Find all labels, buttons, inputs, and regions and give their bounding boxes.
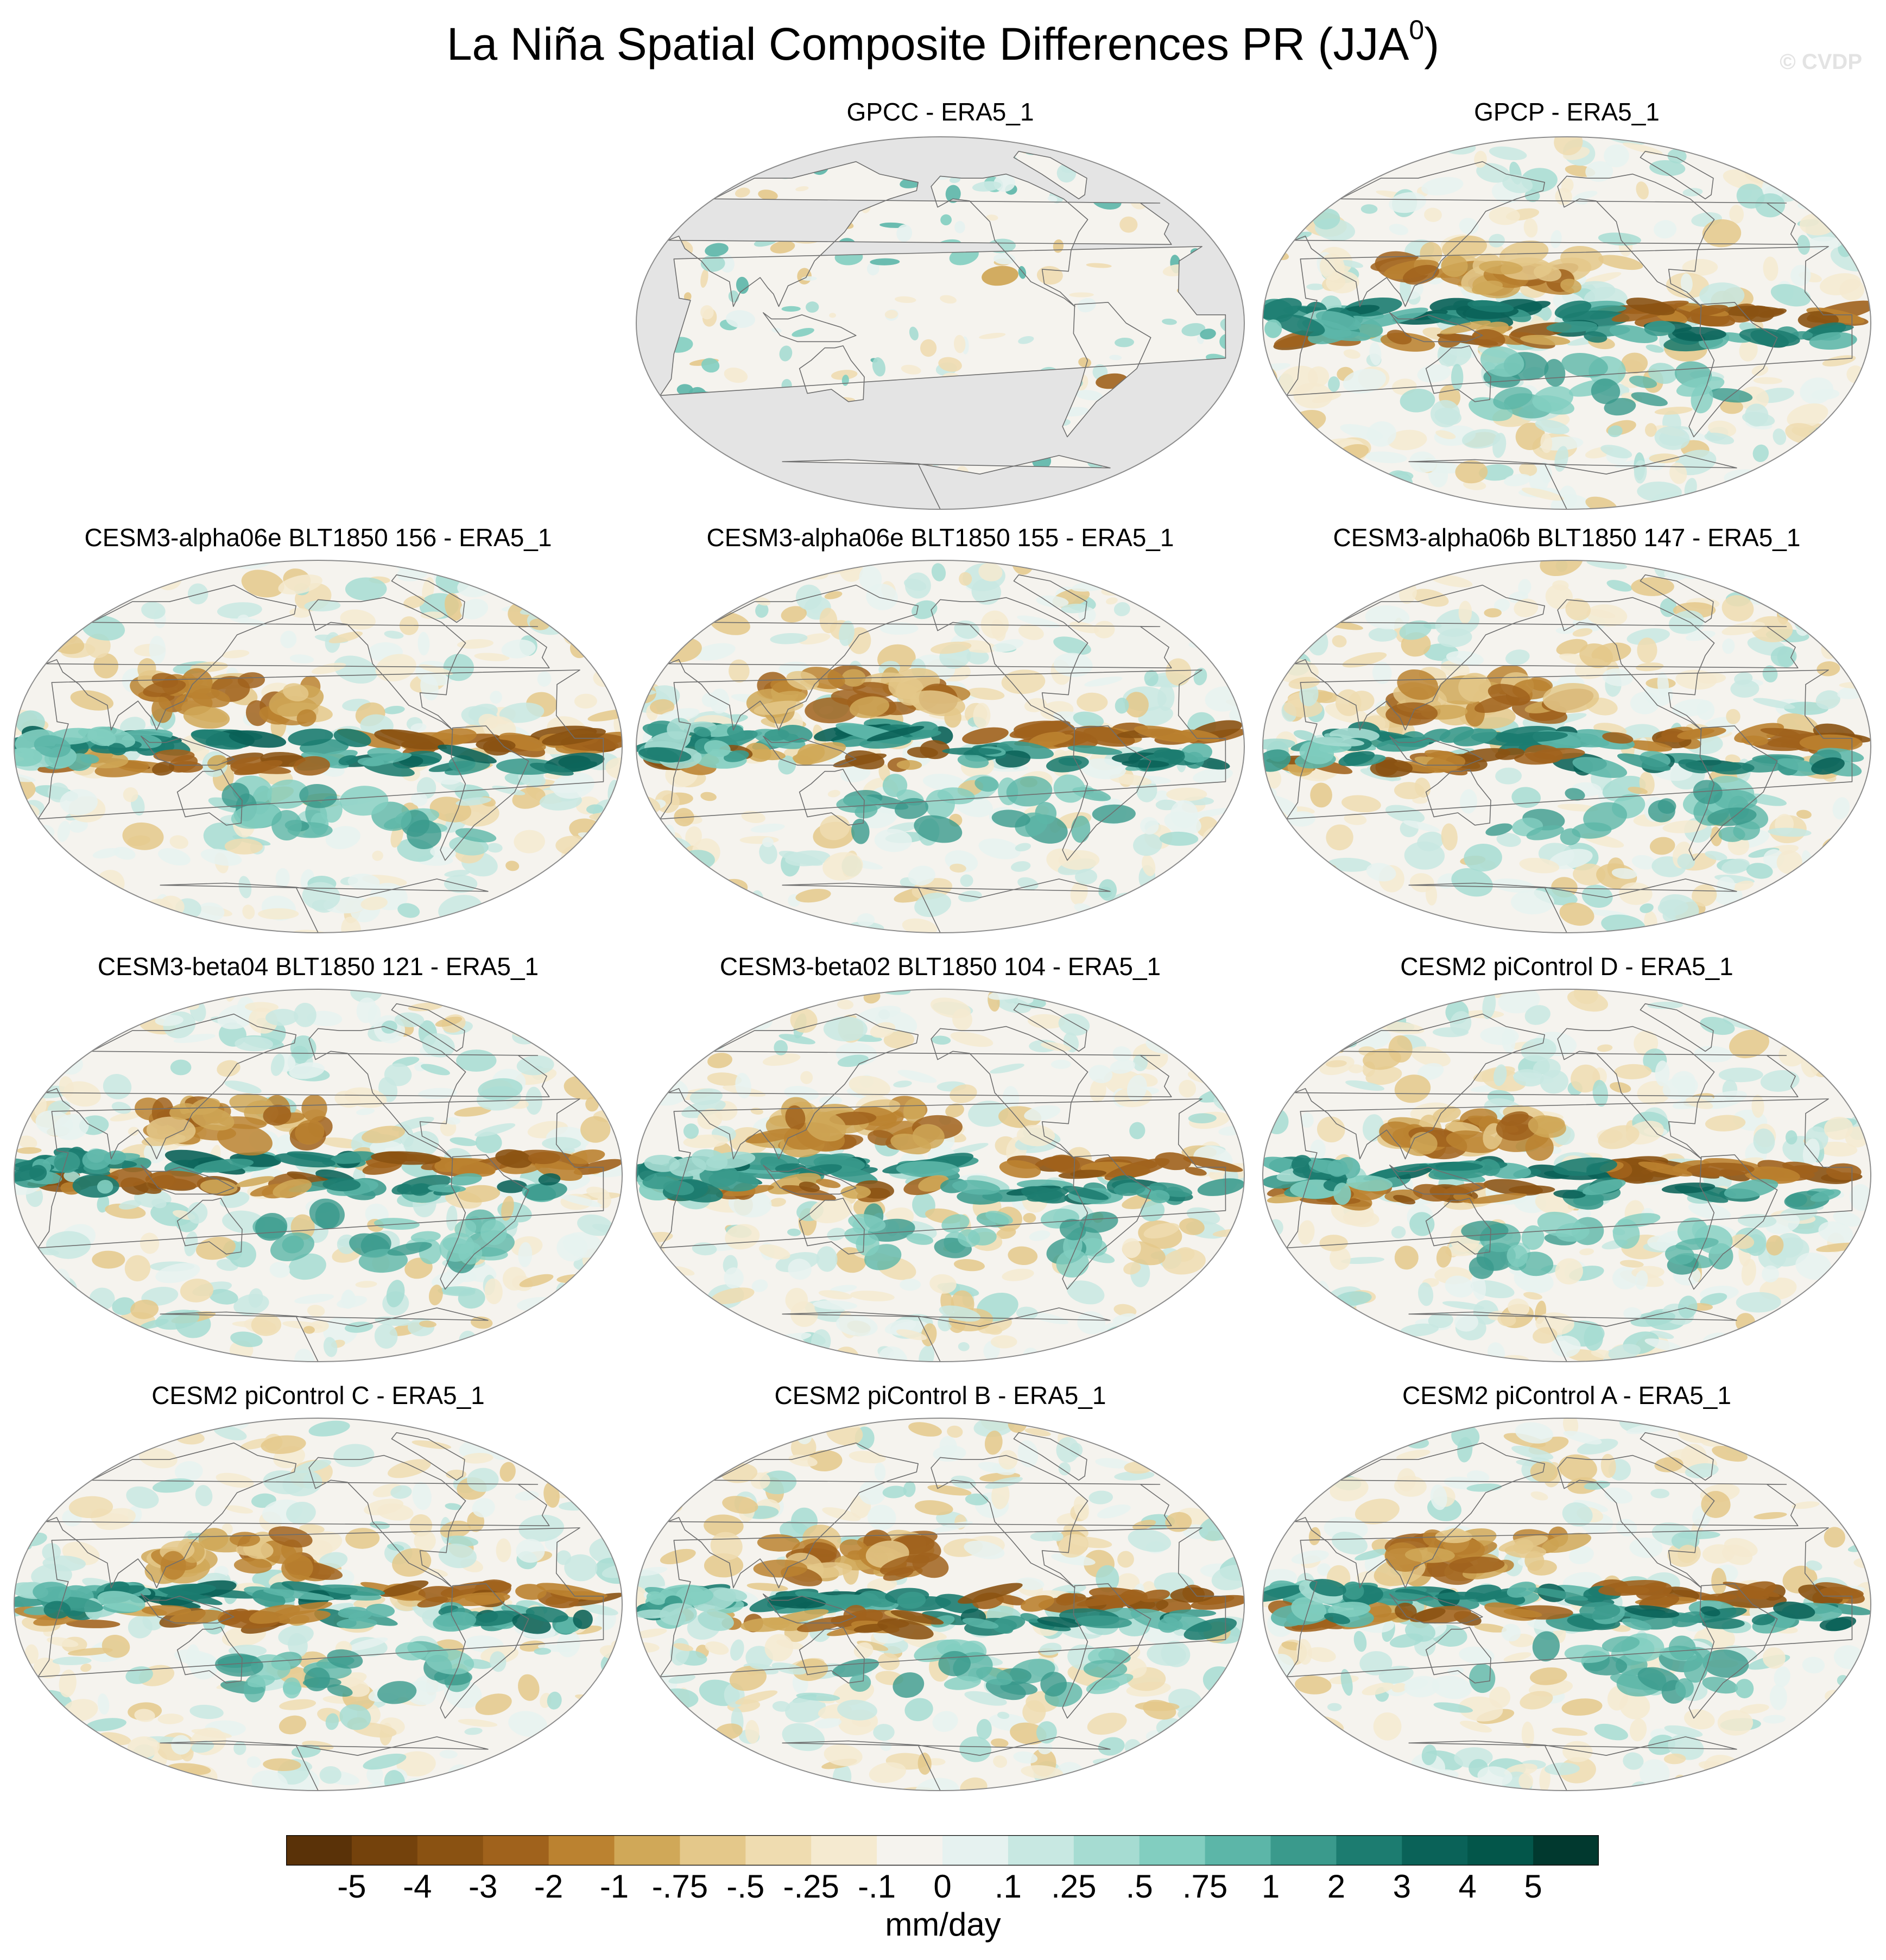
colorbar-tick-label: -.25 [783,1868,839,1905]
colorbar-tick-label: -2 [534,1868,564,1905]
colorbar-swatch [877,1835,943,1866]
colorbar-swatch [680,1835,746,1866]
colorbar-tick-label: .75 [1182,1868,1228,1905]
colorbar-swatch [942,1835,1009,1866]
colorbar-swatch [745,1835,812,1866]
colorbar-tick-label: -5 [337,1868,366,1905]
colorbar-tick-label: -4 [403,1868,432,1905]
panel-title: GPCC - ERA5_1 [846,98,1034,126]
colorbar [286,1835,1599,1866]
colorbar-tick-label: .5 [1125,1868,1153,1905]
panel-title: CESM2 piControl B - ERA5_1 [774,1381,1106,1409]
colorbar-swatch [1336,1835,1402,1866]
colorbar-swatch [1270,1835,1337,1866]
colorbar-swatch [1533,1835,1599,1866]
map-panel [13,1417,623,1792]
colorbar-tick-label: 5 [1524,1868,1542,1905]
map-panel [635,1417,1245,1792]
colorbar-swatch [1402,1835,1468,1866]
colorbar-swatch [614,1835,680,1866]
colorbar-tick-label: 2 [1327,1868,1346,1905]
panel-title: CESM2 piControl A - ERA5_1 [1402,1381,1731,1409]
colorbar-tick-label: -.1 [858,1868,896,1905]
map-panel [1262,988,1872,1363]
colorbar-swatch [1205,1835,1271,1866]
map-panel [635,988,1245,1363]
colorbar-swatch [1139,1835,1206,1866]
map-panel [1262,559,1872,934]
map-panel [635,136,1245,510]
colorbar-swatch [811,1835,877,1866]
colorbar-swatch [351,1835,418,1866]
panel-title: CESM3-alpha06b BLT1850 147 - ERA5_1 [1333,523,1801,552]
map-panel [635,559,1245,934]
colorbar-swatch [1073,1835,1140,1866]
colorbar-tick-label: -.5 [726,1868,765,1905]
figure-title: La Niña Spatial Composite Differences PR… [446,15,1440,69]
cvdp-watermark: © CVDP [1780,50,1862,74]
colorbar-swatch [1008,1835,1074,1866]
panel-title: GPCP - ERA5_1 [1474,98,1660,126]
colorbar-swatch [548,1835,615,1866]
colorbar-swatch [1467,1835,1534,1866]
map-panel [1262,136,1872,510]
panel-title: CESM2 piControl C - ERA5_1 [151,1381,485,1409]
map-panel [1262,1417,1872,1792]
colorbar-tick-label: -1 [599,1868,629,1905]
panel-title: CESM3-beta02 BLT1850 104 - ERA5_1 [719,952,1161,981]
panel-title: CESM3-alpha06e BLT1850 155 - ERA5_1 [706,523,1174,552]
panel-title: CESM2 piControl D - ERA5_1 [1400,952,1733,981]
panel-title: CESM3-beta04 BLT1850 121 - ERA5_1 [97,952,539,981]
colorbar-tick-label: 0 [933,1868,952,1905]
colorbar-swatch [483,1835,549,1866]
colorbar-tick-label: -.75 [651,1868,708,1905]
colorbar-tick-label: -3 [469,1868,498,1905]
map-panel [13,559,623,934]
colorbar-tick-label: .25 [1051,1868,1097,1905]
map-panel [13,988,623,1363]
panel-title: CESM3-alpha06e BLT1850 156 - ERA5_1 [84,523,552,552]
colorbar-swatch [417,1835,484,1866]
colorbar-tick-label: 3 [1393,1868,1411,1905]
colorbar-tick-label: 4 [1458,1868,1477,1905]
colorbar-units: mm/day [885,1906,1001,1943]
colorbar-tick-label: .1 [994,1868,1022,1905]
colorbar-swatch [286,1835,352,1866]
colorbar-tick-label: 1 [1261,1868,1280,1905]
